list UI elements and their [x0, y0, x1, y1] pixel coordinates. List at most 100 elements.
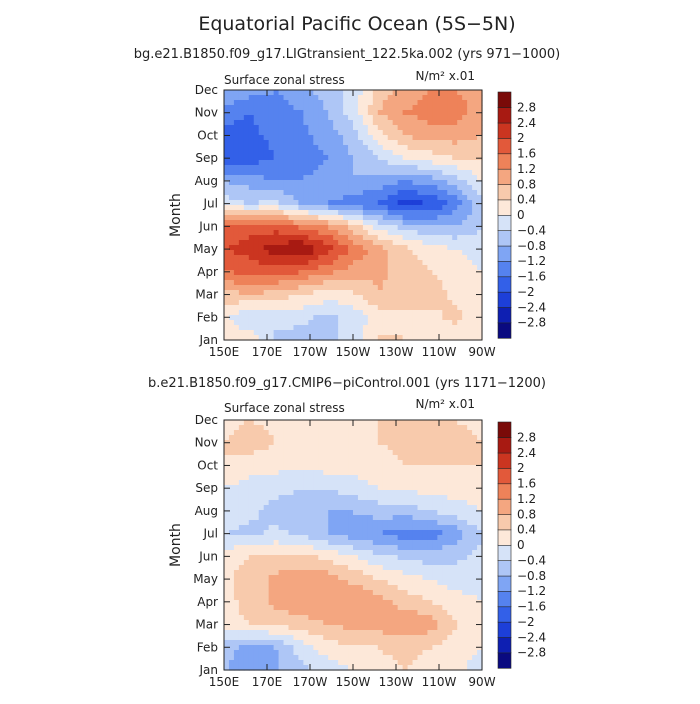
- contour-cell: [467, 305, 473, 311]
- contour-cell: [422, 495, 428, 501]
- contour-cell: [422, 295, 428, 301]
- contour-cell: [378, 120, 384, 126]
- contour-cell: [333, 440, 339, 446]
- contour-cell: [353, 625, 359, 631]
- contour-cell: [432, 445, 438, 451]
- contour-cell: [298, 300, 304, 306]
- contour-cell: [308, 455, 314, 461]
- contour-cell: [274, 540, 280, 546]
- contour-cell: [303, 185, 309, 191]
- contour-cell: [373, 320, 379, 326]
- contour-cell: [249, 600, 255, 606]
- contour-cell: [298, 590, 304, 596]
- contour-cell: [353, 200, 359, 206]
- contour-cell: [432, 420, 438, 426]
- contour-cell: [298, 545, 304, 551]
- contour-cell: [467, 490, 473, 496]
- contour-cell: [323, 190, 329, 196]
- contour-cell: [284, 265, 290, 271]
- contour-cell: [462, 620, 468, 626]
- contour-cell: [338, 285, 344, 291]
- contour-cell: [298, 585, 304, 591]
- contour-cell: [348, 490, 354, 496]
- contour-cell: [333, 570, 339, 576]
- contour-cell: [348, 505, 354, 511]
- contour-cell: [239, 195, 245, 201]
- contour-cell: [303, 610, 309, 616]
- contour-cell: [279, 425, 285, 431]
- contour-cell: [224, 575, 230, 581]
- contour-cell: [244, 565, 250, 571]
- contour-cell: [442, 125, 448, 131]
- colorbar-level-label: 0: [517, 208, 525, 222]
- contour-cell: [269, 510, 275, 516]
- contour-cell: [289, 495, 295, 501]
- contour-cell: [393, 215, 399, 221]
- contour-cell: [383, 565, 389, 571]
- contour-cell: [308, 500, 314, 506]
- contour-cell: [467, 560, 473, 566]
- contour-cell: [432, 100, 438, 106]
- contour-cell: [413, 535, 419, 541]
- contour-cell: [358, 565, 364, 571]
- contour-cell: [328, 625, 334, 631]
- contour-cell: [308, 295, 314, 301]
- contour-cell: [427, 270, 433, 276]
- contour-cell: [234, 535, 240, 541]
- contour-cell: [313, 295, 319, 301]
- contour-cell: [398, 90, 404, 96]
- contour-cell: [348, 220, 354, 226]
- contour-cell: [274, 130, 280, 136]
- contour-cell: [229, 460, 235, 466]
- contour-cell: [388, 245, 394, 251]
- contour-cell: [388, 475, 394, 481]
- contour-cell: [353, 265, 359, 271]
- contour-cell: [244, 505, 250, 511]
- contour-field: [224, 420, 483, 671]
- contour-cell: [249, 570, 255, 576]
- contour-cell: [313, 260, 319, 266]
- contour-cell: [398, 145, 404, 151]
- contour-cell: [234, 250, 240, 256]
- contour-cell: [293, 600, 299, 606]
- contour-cell: [363, 100, 369, 106]
- contour-cell: [328, 565, 334, 571]
- contour-cell: [467, 195, 473, 201]
- contour-cell: [343, 535, 349, 541]
- contour-cell: [462, 195, 468, 201]
- contour-cell: [373, 580, 379, 586]
- contour-cell: [254, 100, 260, 106]
- contour-cell: [408, 490, 414, 496]
- contour-cell: [298, 290, 304, 296]
- contour-cell: [284, 445, 290, 451]
- contour-cell: [393, 175, 399, 181]
- contour-cell: [398, 455, 404, 461]
- contour-cell: [418, 270, 424, 276]
- contour-cell: [234, 190, 240, 196]
- contour-cell: [472, 90, 478, 96]
- contour-cell: [244, 240, 250, 246]
- contour-cell: [303, 310, 309, 316]
- contour-cell: [264, 580, 270, 586]
- contour-cell: [284, 100, 290, 106]
- contour-cell: [408, 110, 414, 116]
- contour-cell: [462, 525, 468, 531]
- contour-cell: [259, 425, 265, 431]
- contour-cell: [234, 525, 240, 531]
- contour-cell: [234, 90, 240, 96]
- contour-cell: [328, 90, 334, 96]
- contour-cell: [269, 310, 275, 316]
- contour-cell: [239, 310, 245, 316]
- contour-cell: [244, 195, 250, 201]
- contour-cell: [358, 500, 364, 506]
- contour-cell: [323, 200, 329, 206]
- contour-cell: [259, 220, 265, 226]
- contour-cell: [368, 140, 374, 146]
- contour-cell: [254, 90, 260, 96]
- contour-cell: [279, 215, 285, 221]
- contour-cell: [413, 140, 419, 146]
- contour-cell: [264, 510, 270, 516]
- contour-cell: [298, 575, 304, 581]
- contour-cell: [452, 290, 458, 296]
